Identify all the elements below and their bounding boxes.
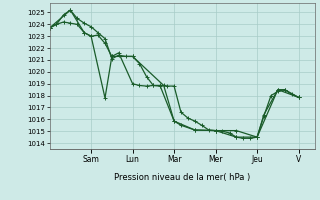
X-axis label: Pression niveau de la mer( hPa ): Pression niveau de la mer( hPa ) xyxy=(114,173,251,182)
